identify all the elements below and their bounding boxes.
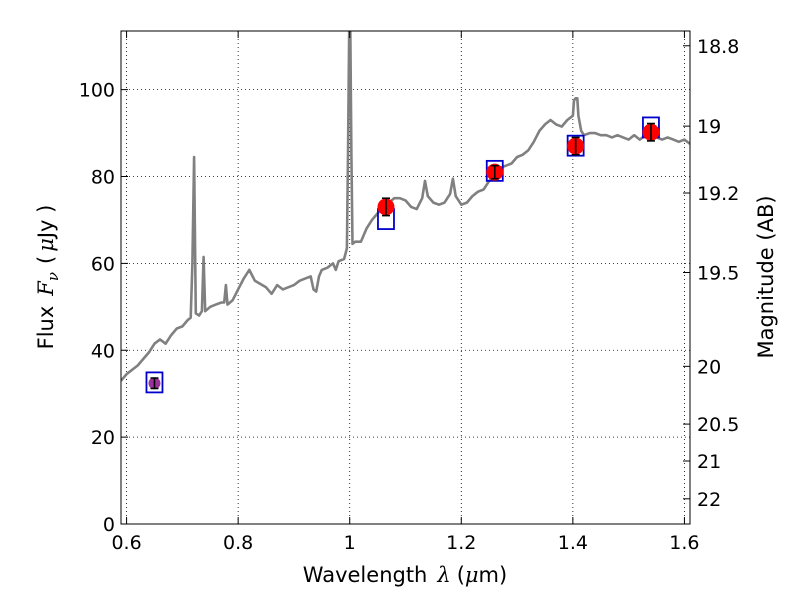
y2-tick-label: 22 [697, 489, 721, 511]
y2-tick-label: 19.2 [697, 183, 739, 205]
model-square-marker [145, 371, 164, 394]
y2-tick-label: 18.8 [697, 36, 739, 58]
y-tick-label: 20 [91, 427, 115, 449]
photometry-layer [148, 122, 660, 390]
y2-tick-label: 20.5 [697, 414, 739, 436]
spectrum-line [121, 31, 690, 382]
y2-tick-labels: 18.8 19 19.2 19.5 20 20.5 21 22 [697, 36, 739, 511]
x-tick-labels: 0.6 0.8 1 1.2 1.4 1.6 [111, 532, 699, 554]
y2-axis-label: Magnitude (AB) [754, 195, 778, 358]
y2-tick-label: 19.5 [697, 263, 739, 285]
x-axis-label: Wavelength λ (μm) [303, 563, 507, 587]
x-tick-label: 1.6 [669, 532, 699, 554]
x-tick-label: 1.4 [558, 532, 588, 554]
x-tick-label: 0.6 [111, 532, 141, 554]
y2-tick-label: 21 [697, 451, 721, 473]
ticks [121, 31, 690, 525]
plot-frame [120, 30, 691, 525]
y-tick-label: 40 [91, 340, 115, 362]
y2-tick-label: 19 [697, 116, 721, 138]
y-tick-label: 60 [91, 253, 115, 275]
y-tick-label: 80 [91, 167, 115, 189]
spectrum-layer [121, 31, 690, 382]
x-tick-label: 0.8 [223, 532, 253, 554]
y-tick-label: 0 [103, 514, 115, 536]
y-tick-label: 100 [79, 80, 115, 102]
y2-tick-label: 20 [697, 356, 721, 378]
y-axis-label: FluxFν(μJy ) [34, 205, 62, 350]
y-tick-labels: 0 20 40 60 80 100 [79, 80, 115, 536]
x-tick-label: 1.2 [446, 532, 476, 554]
x-tick-label: 1 [344, 532, 356, 554]
